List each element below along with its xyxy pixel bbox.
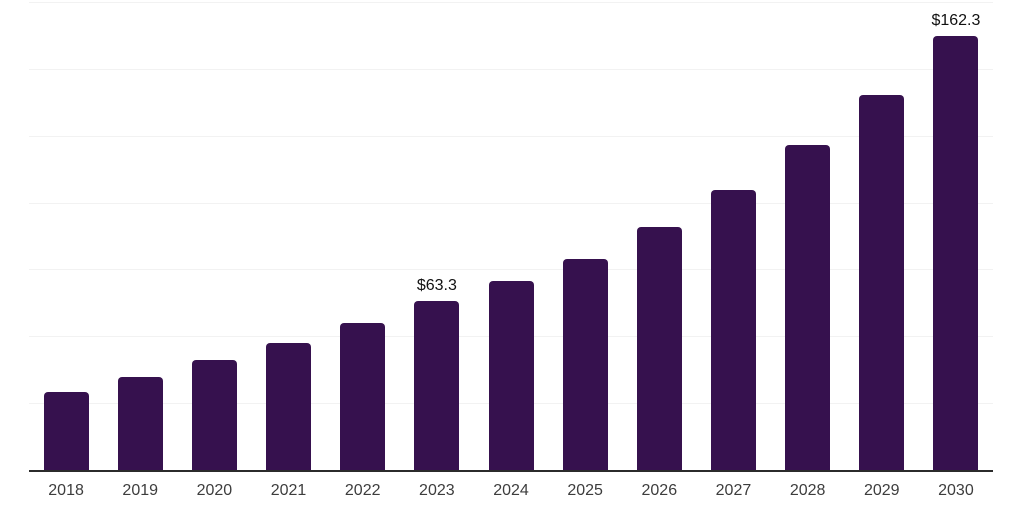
bar-2020: [191, 359, 237, 470]
bar-2025: [562, 259, 608, 470]
gridline-175: [29, 2, 993, 3]
bar-2018: [43, 392, 89, 470]
x-tick-label-2018: 2018: [48, 482, 84, 499]
bar-2029: [859, 94, 905, 470]
x-tick-label-2022: 2022: [344, 482, 381, 499]
x-tick-label-2025: 2025: [567, 482, 603, 499]
x-tick-label-2021: 2021: [270, 482, 307, 499]
data-label-2030: $162.3: [931, 11, 981, 29]
bar-2030: [933, 35, 979, 470]
bar-2022: [340, 322, 386, 470]
bar-2027: [710, 189, 756, 470]
x-tick-label-2024: 2024: [493, 482, 529, 499]
bar-2023: [414, 300, 460, 470]
x-tick-label-2028: 2028: [789, 482, 826, 499]
x-tick-label-2019: 2019: [122, 482, 159, 499]
bar-2024: [488, 280, 534, 470]
gridline-125: [29, 135, 993, 137]
gridline-75: [29, 269, 993, 271]
x-axis-line: [29, 470, 993, 472]
bar-2019: [117, 377, 163, 470]
gridline-100: [29, 202, 993, 204]
bar-2028: [785, 145, 831, 470]
bar-2026: [636, 226, 682, 470]
x-tick-label-2027: 2027: [715, 482, 752, 499]
x-tick-label-2029: 2029: [863, 482, 900, 499]
x-tick-label-2023: 2023: [419, 482, 455, 499]
x-tick-label-2020: 2020: [196, 482, 233, 499]
x-tick-label-2026: 2026: [641, 482, 678, 499]
x-tick-label-2030: 2030: [938, 482, 974, 499]
data-label-2023: $63.3: [416, 276, 457, 294]
bar-2021: [266, 343, 312, 470]
gridline-150: [29, 68, 993, 70]
